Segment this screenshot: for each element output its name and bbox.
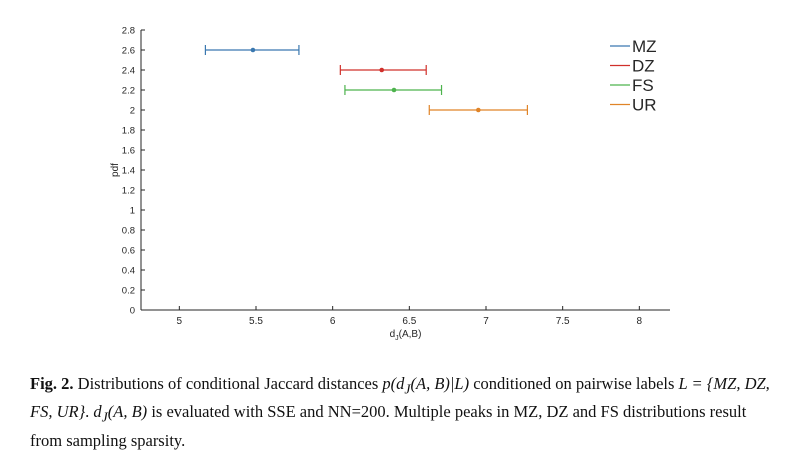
error-bars <box>204 45 529 115</box>
x-tick-label: 7.5 <box>556 316 570 327</box>
error-bar-mean <box>476 107 481 113</box>
caption-text-1: Distributions of conditional Jaccard dis… <box>73 374 383 393</box>
legend-label-ur: UR <box>632 96 657 115</box>
y-tick-label: 2.8 <box>122 26 135 37</box>
x-tick-label: 6.5 <box>402 316 416 327</box>
legend-label-dz: DZ <box>632 57 655 76</box>
y-tick-label: 1.6 <box>122 146 135 157</box>
axes: 5 5.5 6 6.5 7 7.5 8 0 0.2 0.4 0.6 0.8 1 1.2 1.4 1.6 1.8 2… <box>110 26 670 342</box>
legend-box <box>601 33 669 115</box>
caption-math-5: (A, B) <box>107 402 148 422</box>
x-tick-label: 5 <box>177 316 183 327</box>
caption-sub-2: J <box>101 409 108 425</box>
caption-sub-1: J <box>404 381 411 397</box>
x-tick-label: 8 <box>637 316 643 327</box>
y-tick-label: 0.8 <box>122 226 135 237</box>
error-bar-fs <box>344 85 443 95</box>
plot-area <box>141 30 670 310</box>
density-chart: 5 5.5 6 6.5 7 7.5 8 0 0.2 0.4 0.6 0.8 1 1.2 1.4 1.6 1.8 2… <box>110 26 670 342</box>
caption-text-2: conditioned on pairwise labels <box>469 374 679 393</box>
caption-math-2: (A, B)|L) <box>410 374 470 393</box>
legend-label-fs: FS <box>632 76 654 95</box>
y-axis-label: pdf <box>110 163 121 177</box>
caption-math-4: d <box>93 402 102 422</box>
y-tick-label: 2.2 <box>122 86 135 97</box>
y-tick-label: 2 <box>130 106 135 117</box>
error-bar-mz <box>204 45 300 55</box>
x-tick-label: 7 <box>483 316 489 327</box>
error-bar-mean <box>391 87 397 93</box>
error-bar-dz <box>339 65 427 75</box>
y-tick-label: 0 <box>130 306 135 317</box>
x-axis-label: dJ(A,B) <box>390 329 422 342</box>
y-tick-label: 2.4 <box>122 66 135 77</box>
y-tick-label: 0.6 <box>122 246 135 257</box>
figure-caption: Fig. 2. Distributions of conditional Jac… <box>30 372 775 452</box>
error-bar-mean <box>250 47 256 53</box>
y-tick-label: 0.2 <box>122 286 135 297</box>
y-tick-label: 1.8 <box>122 126 135 137</box>
y-tick-label: 1.4 <box>122 166 135 177</box>
legend-label-mz: MZ <box>632 37 657 56</box>
y-tick-label: 1.2 <box>122 186 135 197</box>
caption-math-3: L = {MZ, DZ, FS, UR} <box>30 374 770 422</box>
x-tick-label: 5.5 <box>249 316 263 327</box>
caption-label: Fig. 2. <box>30 374 74 393</box>
y-tick-label: 1 <box>130 206 135 217</box>
caption-text-3: . <box>85 402 94 422</box>
y-tick-label: 0.4 <box>122 266 135 277</box>
caption-text-4: is evaluated with SSE and NN=200. Multip… <box>30 402 747 450</box>
error-bar-mean <box>379 67 385 73</box>
x-tick-label: 6 <box>330 316 336 327</box>
caption-math-1: p(d <box>382 374 405 393</box>
y-tick-label: 2.6 <box>122 46 135 57</box>
error-bar-ur <box>428 105 529 115</box>
chart-figure: 5 5.5 6 6.5 7 7.5 8 0 0.2 0.4 0.6 0.8 1 1.2 1.4 1.6 1.8 2… <box>110 26 670 342</box>
